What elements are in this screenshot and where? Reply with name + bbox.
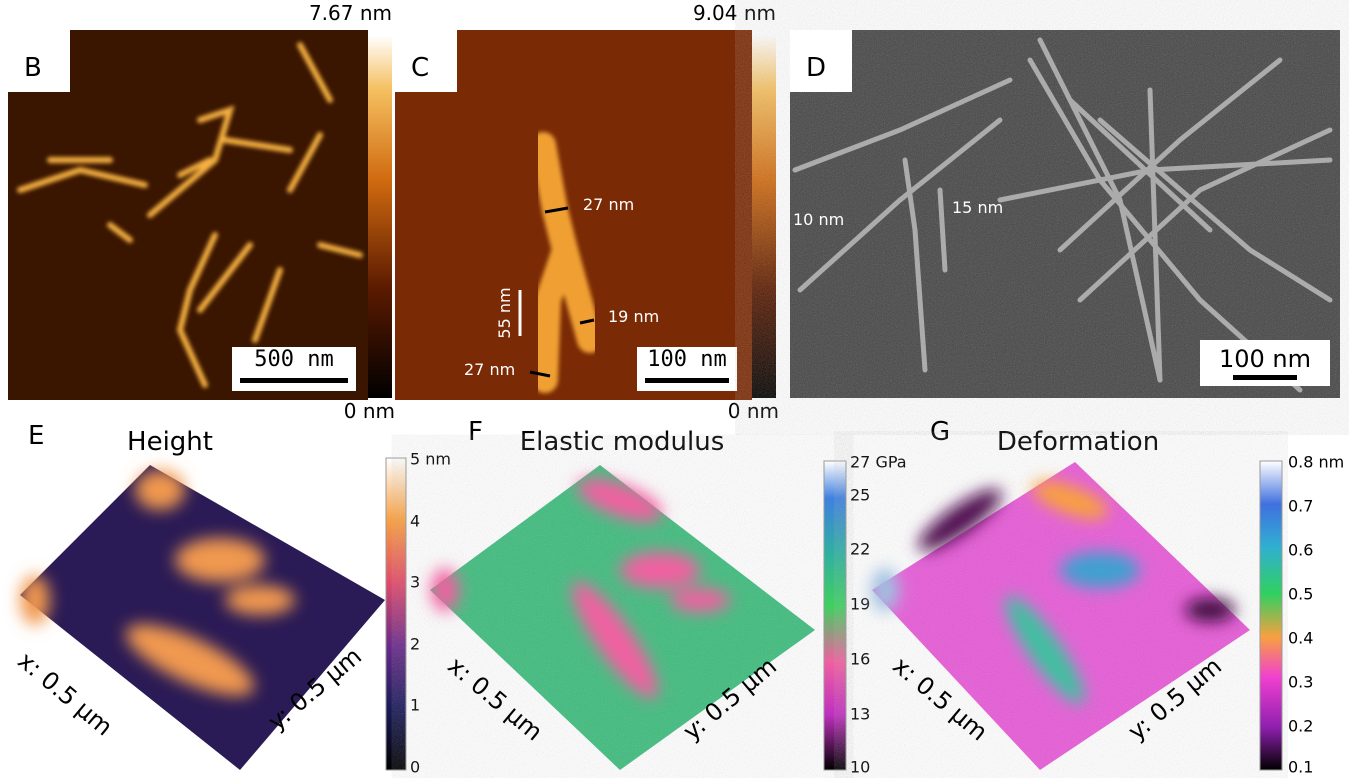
x-axis-label: x: 0.5 μm [12,646,118,741]
annotation: 15 nm [952,198,1003,217]
colorbar-max: 9.04 nm [693,1,776,25]
colorbar-tick: 19 [850,595,870,614]
annotation: 27 nm [583,195,634,214]
scale-bar-label: 100 nm [1219,345,1311,373]
colorbar-tick: 25 [850,486,870,505]
colorbar-tick: 2 [410,635,420,654]
colorbar-tick: 0.5 [1288,585,1313,604]
annotation: 27 nm [464,360,515,379]
panel-c: C 27 nm 19 nm 27 nm 55 nm 9.04 nm 0 nm 1… [395,1,779,423]
colorbar-tick: 0.7 [1288,497,1313,516]
colorbar [368,35,392,398]
panel-label: C [411,53,429,83]
colorbar [386,458,406,770]
colorbar-tick: 3 [410,573,420,592]
panel-d: D 10 nm 15 nm 100 nm [790,30,1340,398]
scale-bar [645,378,729,383]
colorbar-tick: 1 [410,696,420,715]
colorbar [824,461,846,770]
colorbar [752,35,776,398]
panel-label: D [806,53,826,83]
panel-label: F [468,417,483,447]
panel-f: F Elastic modulus x: 0.5 μm y: 0.5 μm 27… [430,417,907,777]
panel-title: Height [127,427,213,457]
colorbar-max: 7.67 nm [309,1,392,25]
colorbar-tick: 4 [410,512,420,531]
figure: B 7.67 nm 0 nm 500 nm C 27 nm 19 nm 27 n… [0,0,1349,778]
panel-title: Deformation [997,427,1159,457]
colorbar-tick: 13 [850,705,870,724]
colorbar-tick: 10 [850,758,870,777]
colorbar-ticks: 5 nm 4 3 2 1 0 [410,450,451,777]
panel-label: E [28,421,44,451]
colorbar-tick: 5 nm [410,450,451,469]
surface [20,465,385,770]
panel-b: B 7.67 nm 0 nm 500 nm [8,1,395,423]
colorbar-tick: 0.2 [1288,717,1313,736]
annotation: 10 nm [793,210,844,229]
colorbar-tick: 0.1 [1288,758,1313,777]
colorbar-tick: 0.8 nm [1288,453,1344,472]
scale-bar-label: 100 nm [647,347,726,372]
annotation: 19 nm [608,307,659,326]
panel-label: B [24,53,42,83]
colorbar-tick: 22 [850,540,870,559]
panel-label: G [930,417,950,447]
colorbar-tick: 27 GPa [850,453,907,472]
colorbar-tick: 0.4 [1288,629,1313,648]
panel-g: G Deformation x: 0.5 μm y: 0.5 μm 0.8 nm… [871,417,1344,777]
colorbar-tick: 0.3 [1288,673,1313,692]
panel-title: Elastic modulus [520,427,725,457]
colorbar-tick: 0.6 [1288,541,1313,560]
colorbar-tick: 0 [410,758,420,777]
panel-e: E Height x: 0.5 μm y: 0.5 μm 5 nm 4 3 2 … [12,421,451,777]
colorbar-min: 0 nm [728,399,779,423]
annotation: 55 nm [495,287,514,338]
colorbar-tick: 16 [850,650,870,669]
scale-bar [1233,375,1297,380]
colorbar [1260,461,1282,770]
scale-bar [240,378,348,383]
scale-bar-label: 500 nm [254,347,333,372]
colorbar-min: 0 nm [344,399,395,423]
